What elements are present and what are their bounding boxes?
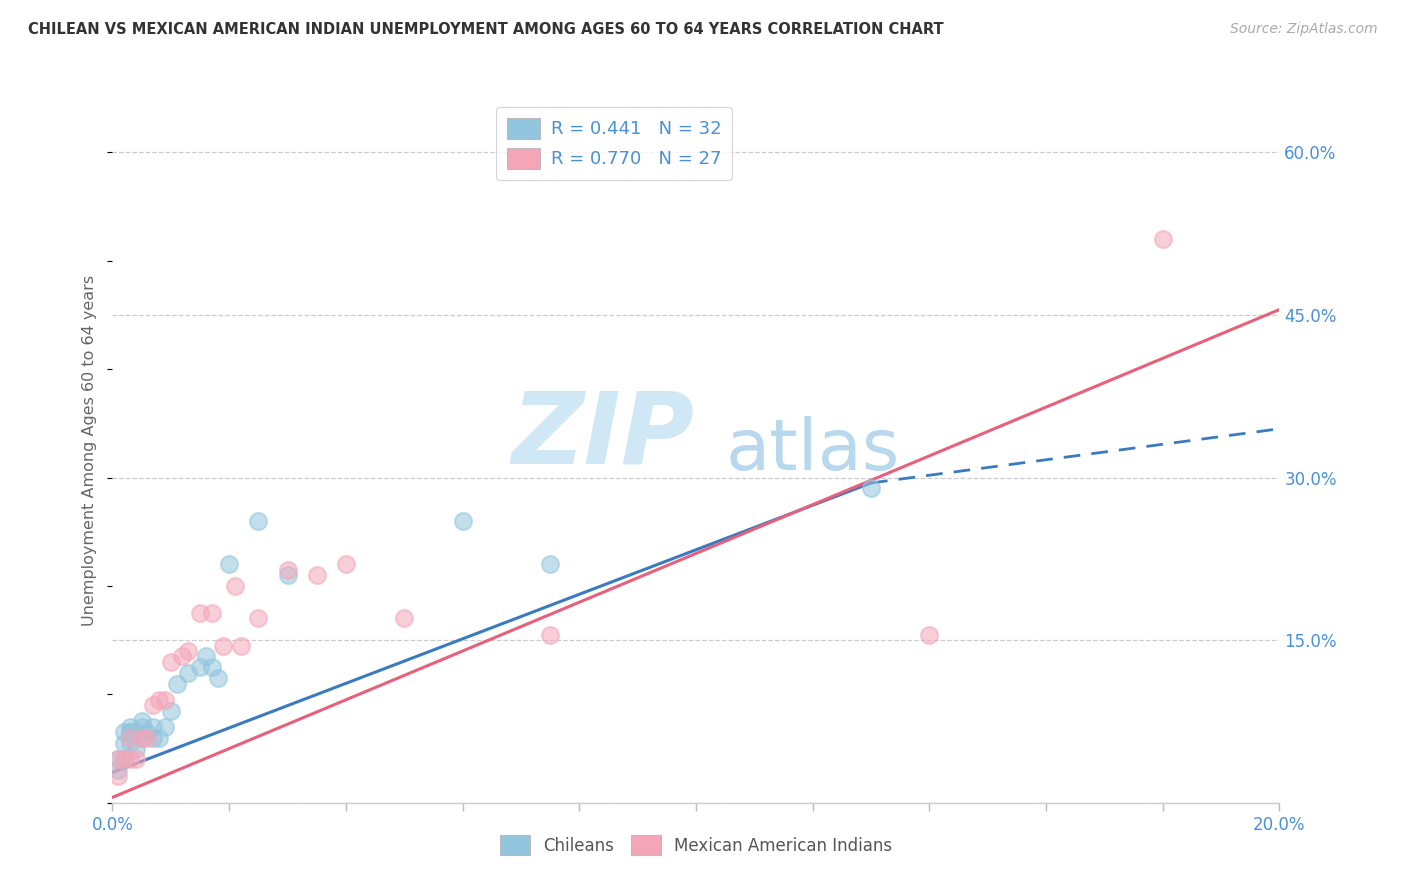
Point — [538, 558, 561, 572]
Point — [194, 649, 217, 664]
Point — [131, 720, 153, 734]
Point — [160, 704, 183, 718]
Point — [131, 731, 153, 745]
Point — [188, 660, 211, 674]
Point — [136, 731, 159, 745]
Point — [201, 660, 224, 674]
Point — [142, 731, 165, 745]
Point — [142, 698, 165, 713]
Point — [118, 731, 141, 745]
Point — [107, 752, 129, 766]
Point — [112, 752, 135, 766]
Point — [118, 752, 141, 766]
Point — [276, 563, 298, 577]
Point — [218, 558, 240, 572]
Point — [918, 628, 941, 642]
Point — [107, 764, 129, 778]
Point — [305, 568, 328, 582]
Point — [125, 752, 148, 766]
Point — [247, 611, 270, 625]
Point — [1152, 232, 1174, 246]
Legend: Chileans, Mexican American Indians: Chileans, Mexican American Indians — [494, 829, 898, 862]
Point — [118, 736, 141, 750]
Point — [224, 579, 246, 593]
Point — [538, 628, 561, 642]
Point — [112, 736, 135, 750]
Point — [131, 731, 153, 745]
Point — [177, 665, 200, 680]
Text: ZIP: ZIP — [512, 388, 695, 485]
Text: Source: ZipAtlas.com: Source: ZipAtlas.com — [1230, 22, 1378, 37]
Point — [177, 644, 200, 658]
Point — [136, 725, 159, 739]
Point — [112, 725, 135, 739]
Point — [125, 725, 148, 739]
Point — [148, 693, 170, 707]
Point — [335, 558, 357, 572]
Point — [276, 568, 298, 582]
Point — [229, 639, 252, 653]
Point — [247, 514, 270, 528]
Point — [153, 693, 176, 707]
Point — [148, 731, 170, 745]
Point — [112, 752, 135, 766]
Point — [118, 725, 141, 739]
Point — [125, 741, 148, 756]
Point — [860, 482, 883, 496]
Point — [142, 720, 165, 734]
Point — [451, 514, 474, 528]
Point — [118, 720, 141, 734]
Point — [201, 606, 224, 620]
Point — [166, 676, 188, 690]
Text: CHILEAN VS MEXICAN AMERICAN INDIAN UNEMPLOYMENT AMONG AGES 60 TO 64 YEARS CORREL: CHILEAN VS MEXICAN AMERICAN INDIAN UNEMP… — [28, 22, 943, 37]
Point — [131, 714, 153, 729]
Point — [118, 725, 141, 739]
Point — [207, 671, 229, 685]
Y-axis label: Unemployment Among Ages 60 to 64 years: Unemployment Among Ages 60 to 64 years — [82, 275, 97, 626]
Point — [153, 720, 176, 734]
Point — [107, 769, 129, 783]
Point — [107, 752, 129, 766]
Point — [394, 611, 416, 625]
Point — [172, 649, 194, 664]
Point — [212, 639, 235, 653]
Text: atlas: atlas — [725, 416, 900, 485]
Point — [160, 655, 183, 669]
Point — [188, 606, 211, 620]
